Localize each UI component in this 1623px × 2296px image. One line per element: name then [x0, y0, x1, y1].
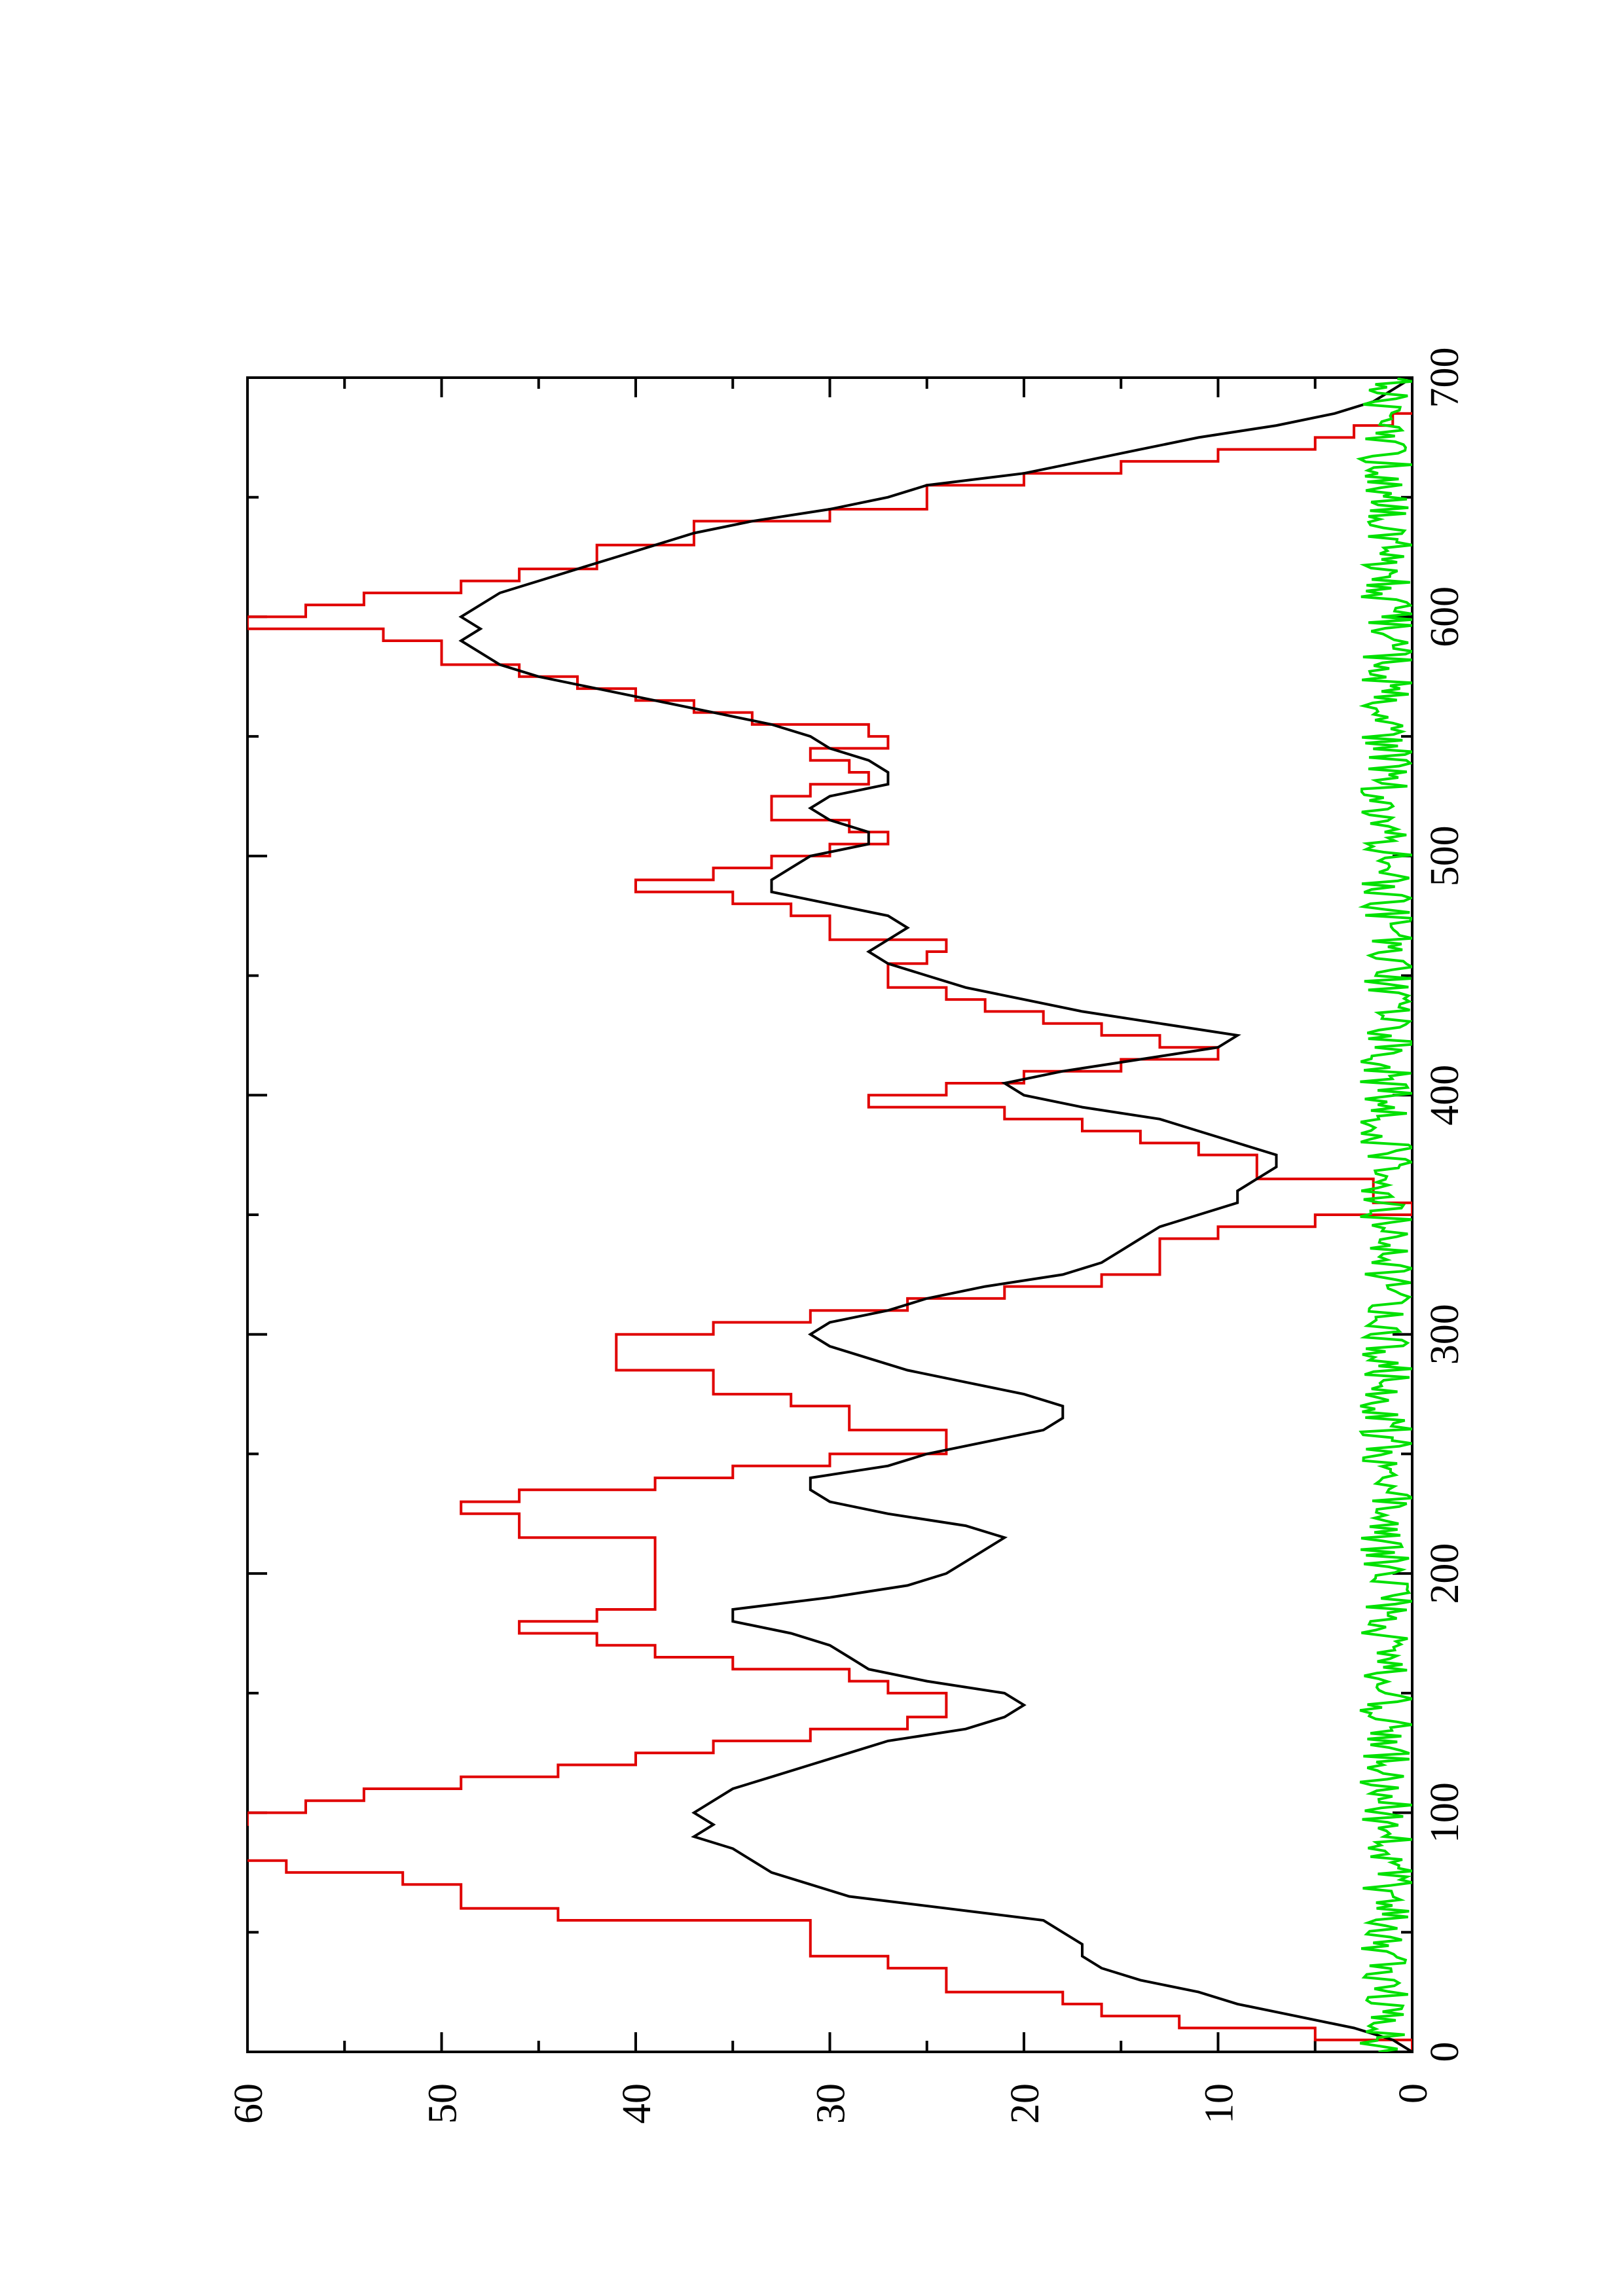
x-tick-label: 700 [1423, 348, 1467, 408]
y-tick-label: 50 [421, 2083, 465, 2124]
y-tick-label: 0 [1391, 2083, 1436, 2104]
x-tick-label: 400 [1423, 1065, 1467, 1126]
x-tick-label: 200 [1423, 1543, 1467, 1604]
series-line-1 [458, 378, 1412, 2052]
y-tick-label: 60 [227, 2083, 271, 2124]
y-tick-label: 30 [809, 2083, 854, 2124]
plot-area: 0 100 200 300 400 500 600 700 0 10 20 30 40 50 60 [227, 348, 1467, 2125]
x-tick-label: 600 [1423, 586, 1467, 647]
y-tick-label: 40 [615, 2083, 659, 2124]
x-tick-label: 300 [1423, 1304, 1467, 1365]
plot-frame [246, 376, 1413, 2053]
series-line-0 [247, 412, 1412, 2052]
series-line-2 [1356, 378, 1412, 2052]
y-tick-label: 20 [1003, 2083, 1048, 2124]
x-tick-label: 500 [1423, 825, 1467, 886]
x-tick-label: 100 [1423, 1782, 1467, 1843]
x-tick-label: 0 [1423, 2042, 1467, 2062]
y-tick-label: 10 [1197, 2083, 1242, 2124]
